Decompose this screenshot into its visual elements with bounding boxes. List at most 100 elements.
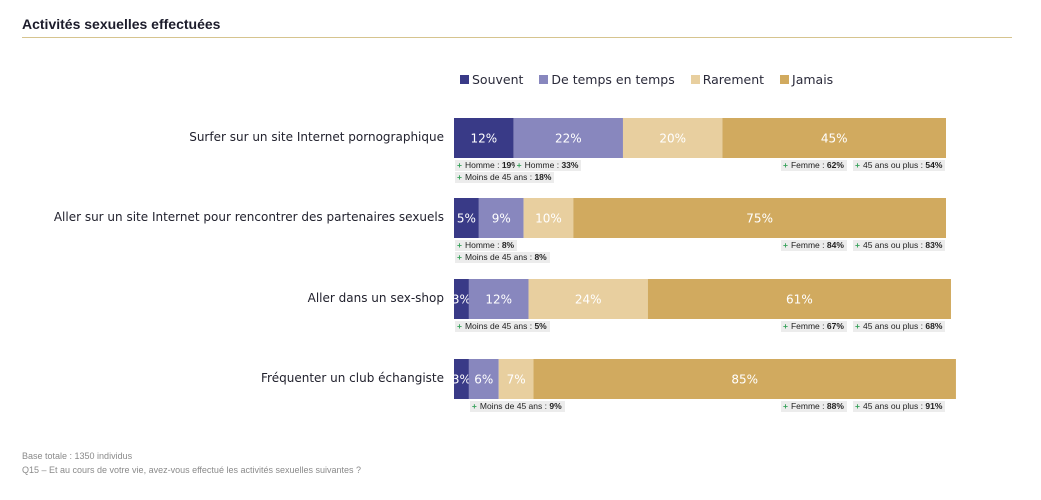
bar-segment [513, 118, 623, 158]
chart-legend: Souvent De temps en temps Rarement Jamai… [460, 72, 849, 87]
bar-segment [454, 359, 469, 399]
badge-label: Femme : [790, 401, 827, 411]
legend-item-jamais: Jamais [780, 72, 833, 87]
plus-icon: + [783, 160, 788, 170]
legend-item-de-temps-en-temps: De temps en temps [539, 72, 675, 87]
bar-segment [647, 279, 951, 319]
data-label: 3% [452, 293, 471, 307]
plus-icon: + [855, 160, 860, 170]
badge-value: 33% [561, 160, 579, 170]
data-label: 24% [575, 293, 602, 307]
badge-label: Homme : [464, 240, 502, 250]
badge-label: Femme : [790, 160, 827, 170]
legend-swatch-de-temps-en-temps [539, 75, 549, 84]
bar-segment [622, 118, 723, 158]
badge-label: Femme : [790, 321, 827, 331]
footer-base-note: Base totale : 1350 individus [22, 451, 133, 461]
plus-icon: + [855, 240, 860, 250]
badge-label: 45 ans ou plus : [862, 160, 926, 170]
badge-value: 18% [534, 172, 552, 182]
category-label: Surfer sur un site Internet pornographiq… [189, 130, 444, 144]
plus-icon: + [457, 321, 462, 331]
subgroup-badge: +45 ans ou plus : 83% [853, 240, 946, 251]
plus-icon: + [783, 321, 788, 331]
data-label: 45% [821, 132, 848, 146]
subgroup-badge: +45 ans ou plus : 68% [853, 321, 946, 332]
category-label: Aller dans un sex-shop [307, 291, 444, 305]
subgroup-badge: + Femme : 88% [781, 401, 847, 412]
chart-title: Activités sexuelles effectuées [22, 16, 221, 32]
subgroup-badge: + Femme : 62% [781, 160, 847, 171]
legend-item-rarement: Rarement [690, 72, 765, 87]
footer-question-note: Q15 – Et au cours de votre vie, avez-vou… [22, 465, 362, 475]
data-label: 5% [457, 212, 476, 226]
bar-segment [523, 198, 574, 238]
badge-value: 88% [826, 401, 844, 411]
badge-label: Moins de 45 ans : [464, 172, 535, 182]
data-label: 12% [470, 132, 497, 146]
badge-value: 83% [925, 240, 943, 250]
plus-icon: + [516, 160, 522, 170]
bar-segment [454, 198, 479, 238]
subgroup-badge: + Femme : 67% [781, 321, 847, 332]
bar-segment [454, 118, 514, 158]
category-label: Aller sur un site Internet pour rencontr… [53, 210, 444, 224]
legend-label-jamais: Jamais [792, 72, 834, 87]
plus-icon: + [783, 240, 788, 250]
subgroup-badge: + Moins de 45 ans : 5% [455, 321, 550, 332]
plus-icon: + [457, 160, 462, 170]
badge-value: 5% [534, 321, 547, 331]
data-label: 6% [474, 373, 493, 387]
badge-label: Moins de 45 ans : [479, 401, 550, 411]
plus-icon: + [457, 252, 462, 262]
bar-segment [722, 118, 946, 158]
data-label: 22% [555, 132, 582, 146]
badge-label: Homme : [524, 160, 562, 170]
badge-label: Femme : [790, 240, 827, 250]
plus-icon: + [783, 401, 788, 411]
bar-segment [498, 359, 534, 399]
badge-label: 45 ans ou plus : [862, 321, 926, 331]
legend-item-souvent: Souvent [460, 72, 523, 87]
bar-segment [478, 198, 524, 238]
badge-value: 54% [925, 160, 943, 170]
subgroup-badge: + Moins de 45 ans : 8% [455, 252, 550, 263]
data-label: 20% [659, 132, 686, 146]
data-label: 10% [535, 212, 562, 226]
subgroup-badge: + Moins de 45 ans : 9% [469, 401, 565, 412]
legend-label-souvent: Souvent [472, 72, 524, 87]
badge-value: 91% [925, 401, 943, 411]
data-label: 12% [485, 293, 512, 307]
subgroup-badge: + Homme : 19% [455, 160, 522, 171]
badge-value: 84% [826, 240, 844, 250]
badge-value: 9% [549, 401, 562, 411]
data-label: 61% [786, 293, 813, 307]
badge-label: 45 ans ou plus : [862, 401, 926, 411]
data-label: 85% [731, 373, 758, 387]
badge-label: Moins de 45 ans : [464, 252, 535, 262]
subgroup-badge: +45 ans ou plus : 54% [853, 160, 946, 171]
bar-segment [454, 279, 469, 319]
bar-segment [573, 198, 946, 238]
legend-swatch-souvent [460, 75, 469, 84]
badge-value: 62% [826, 160, 844, 170]
legend-swatch-jamais [780, 75, 790, 84]
bar-segment [533, 359, 956, 399]
badge-value: 68% [925, 321, 943, 331]
subgroup-badge: + Homme : 33% [514, 160, 582, 171]
badge-value: 67% [826, 321, 844, 331]
data-label: 7% [507, 373, 526, 387]
badge-value: 19% [501, 160, 519, 170]
bar-segment [528, 279, 648, 319]
subgroup-badge: + Femme : 84% [781, 240, 847, 251]
data-label: 75% [746, 212, 773, 226]
subgroup-badge: + Moins de 45 ans : 18% [455, 172, 555, 183]
plus-icon: + [471, 401, 477, 411]
legend-label-rarement: Rarement [702, 72, 765, 87]
badge-value: 8% [534, 252, 547, 262]
plus-icon: + [855, 321, 860, 331]
legend-swatch-rarement [690, 75, 700, 84]
plus-icon: + [855, 401, 860, 411]
category-label: Fréquenter un club échangiste [261, 371, 444, 385]
